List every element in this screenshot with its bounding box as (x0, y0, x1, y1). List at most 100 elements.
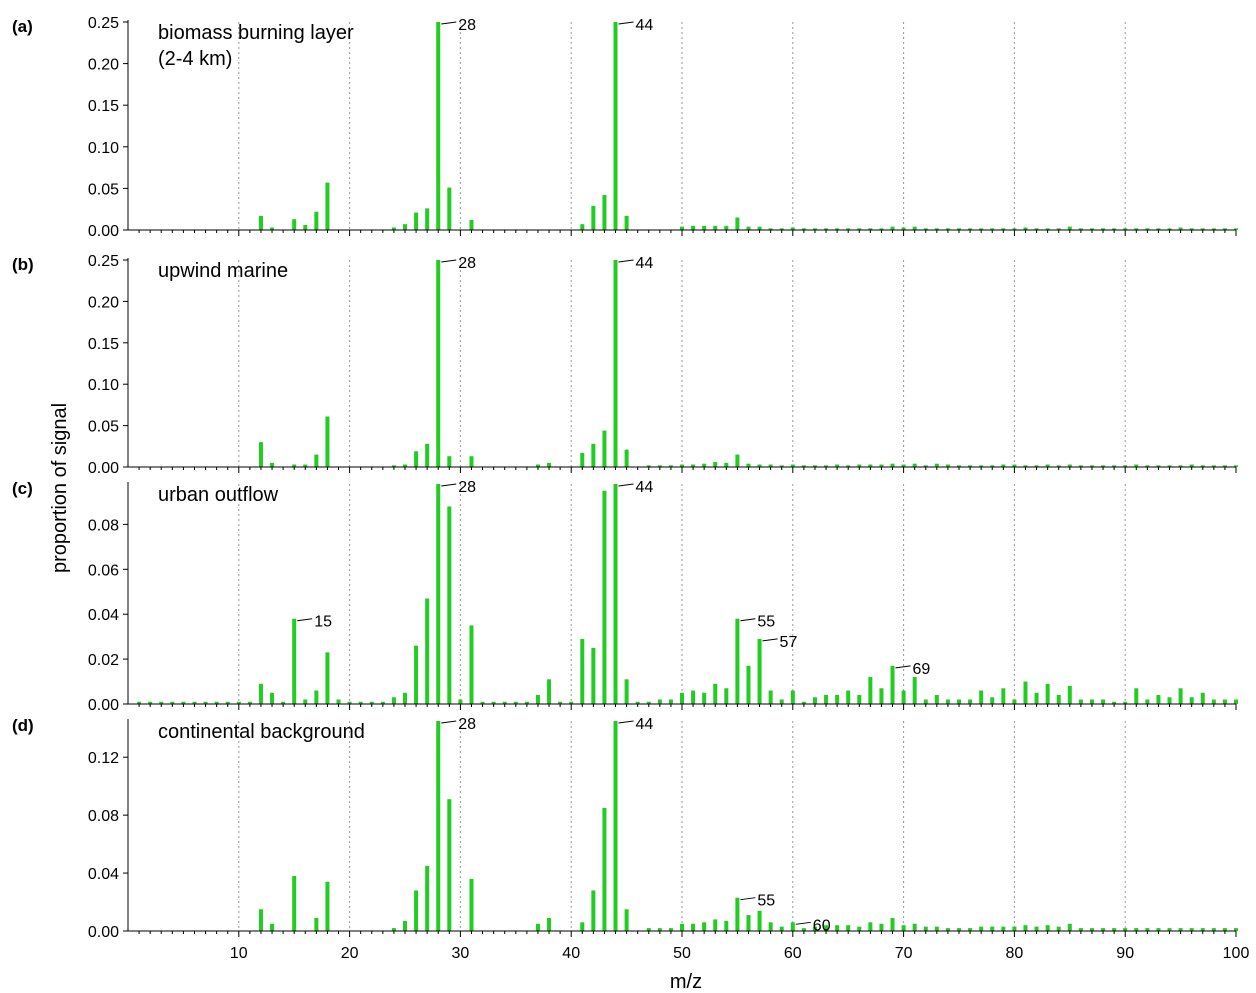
y-tick-label: 0.10 (88, 377, 119, 394)
bar (1067, 686, 1072, 704)
bar (912, 923, 917, 931)
bar (1200, 228, 1205, 230)
bar (225, 701, 230, 704)
peak-label: 28 (458, 255, 476, 272)
bar (403, 692, 407, 704)
peak-leader-line (618, 720, 634, 724)
bar (691, 225, 696, 230)
bar (1112, 701, 1117, 704)
peak-label: 44 (636, 17, 654, 34)
bar (1101, 465, 1106, 467)
y-tick-label: 0.06 (88, 562, 119, 579)
bar (613, 22, 618, 230)
bar (957, 928, 961, 931)
bar (1012, 464, 1017, 467)
bar (469, 220, 474, 230)
bar (181, 701, 186, 704)
bar (945, 699, 950, 704)
bar (1045, 925, 1050, 931)
bar (1034, 926, 1039, 931)
bar (1167, 697, 1172, 704)
bar (890, 917, 895, 931)
bar (469, 625, 474, 704)
y-tick-label: 0.20 (88, 294, 119, 311)
bar (1045, 228, 1050, 230)
y-tick-label: 0.15 (88, 98, 119, 115)
bar (1012, 926, 1017, 931)
bar (724, 225, 729, 230)
bar (436, 260, 441, 467)
bar (901, 690, 906, 704)
bar (779, 465, 784, 467)
bar (414, 212, 419, 230)
bar (790, 690, 795, 704)
bar (945, 464, 950, 467)
bar (713, 919, 718, 931)
bar (945, 228, 950, 230)
bar (1078, 465, 1083, 467)
bar (934, 926, 939, 931)
bar (1222, 465, 1227, 467)
peak-leader-line (618, 21, 634, 25)
bar (1156, 228, 1161, 230)
bar (1200, 692, 1205, 704)
bar (1145, 699, 1150, 704)
x-tick-label: 80 (1006, 945, 1024, 962)
bar (901, 464, 906, 467)
bar (1222, 928, 1227, 931)
bar (1123, 465, 1128, 467)
bar (968, 928, 973, 931)
bar (270, 227, 275, 230)
peak-leader-line (895, 665, 911, 669)
bar (314, 211, 319, 230)
bar (1089, 228, 1094, 230)
bar (824, 925, 829, 931)
bar (1089, 465, 1094, 467)
bar (1023, 465, 1028, 467)
bar (414, 645, 419, 704)
bar (580, 922, 585, 931)
bar (458, 699, 463, 704)
bar (1034, 228, 1039, 230)
bar (203, 701, 208, 704)
bar (1200, 928, 1205, 931)
bar (691, 464, 696, 467)
bar (447, 506, 452, 704)
peak-leader-line (795, 921, 811, 925)
panel-title: (2-4 km) (158, 48, 232, 70)
bar (380, 701, 385, 704)
bar (691, 923, 696, 931)
bar (303, 464, 308, 467)
x-tick-label: 60 (784, 945, 802, 962)
bar (535, 464, 540, 467)
bar (680, 692, 684, 704)
bar (790, 227, 795, 230)
bar (1078, 699, 1083, 704)
x-axis-label: m/z (670, 971, 702, 993)
bar (1200, 465, 1205, 467)
bar (591, 647, 596, 704)
peak-label: 55 (757, 893, 775, 910)
bar (1156, 695, 1161, 704)
bar (846, 228, 851, 230)
bar (292, 464, 297, 467)
bar (934, 695, 939, 704)
bar (757, 464, 762, 467)
x-tick-label: 10 (230, 945, 248, 962)
bar (1178, 928, 1183, 931)
bar (1089, 928, 1094, 931)
bar (934, 463, 939, 467)
bar (801, 701, 806, 704)
bar (724, 462, 729, 467)
bar (923, 699, 928, 704)
bar (1134, 928, 1139, 931)
bar (624, 679, 629, 704)
bar (890, 463, 895, 467)
bar (480, 701, 485, 704)
bar (702, 922, 707, 931)
bar (170, 701, 175, 704)
bar (990, 228, 995, 230)
bar (1012, 699, 1017, 704)
bar (812, 697, 817, 704)
